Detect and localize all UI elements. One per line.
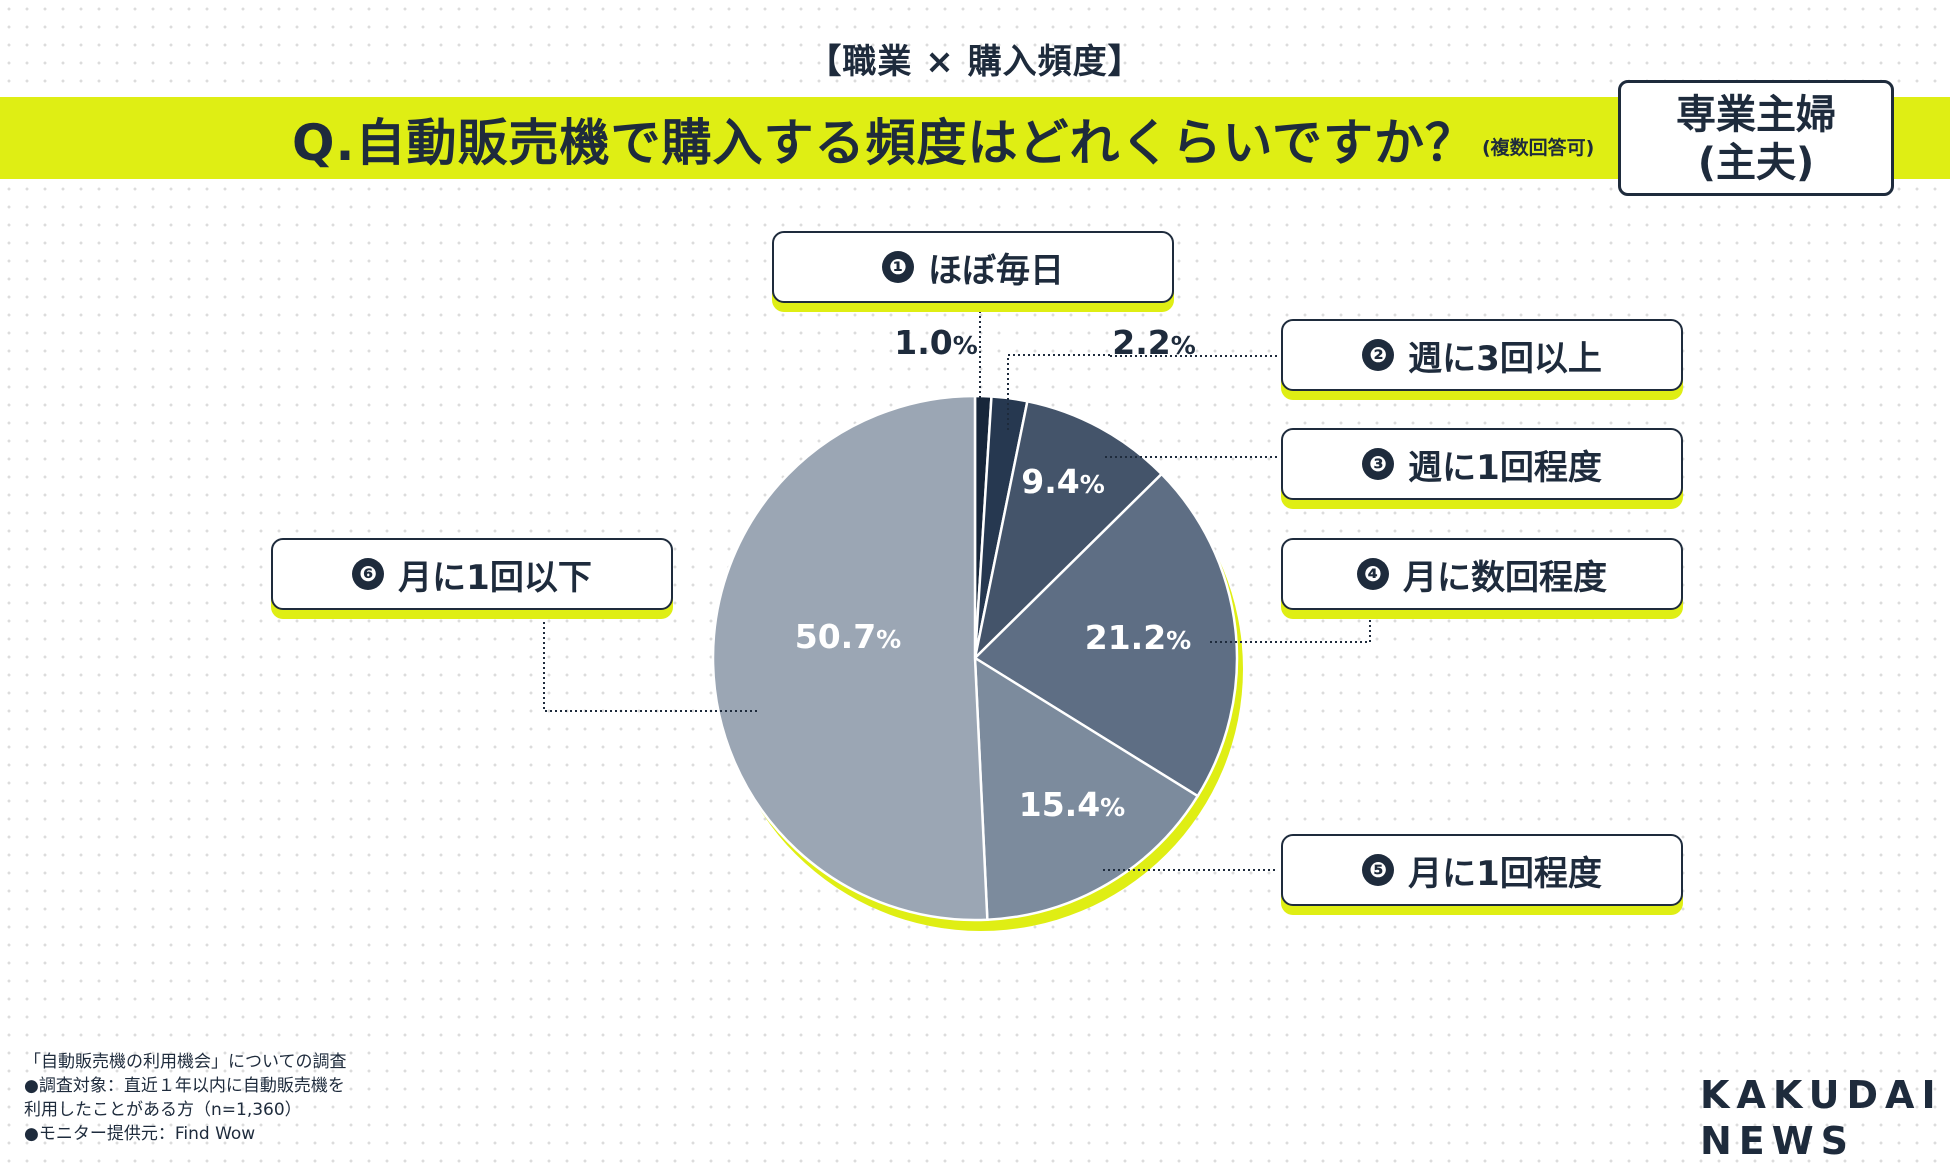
category-label-3-text: 週に1回程度 <box>1408 447 1602 488</box>
value-labels: 1.0% 2.2% 9.4% 21.2% 15.4% 50.7% <box>795 323 1196 824</box>
category-label-2-text: 週に3回以上 <box>1408 338 1602 379</box>
logo-line-1: KAKUDAI <box>1700 1073 1943 1117</box>
leader-line-2 <box>1007 354 1110 430</box>
value-label-5: 15.4% <box>1019 785 1125 824</box>
category-label-3: ❸ 週に1回程度 <box>1281 428 1683 500</box>
category-label-5: ❺ 月に1回程度 <box>1281 834 1683 906</box>
category-label-4-text: 月に数回程度 <box>1403 557 1607 598</box>
pie-slice-4 <box>972 472 1239 798</box>
leader-line-7 <box>543 617 760 712</box>
leader-lines <box>543 301 1371 871</box>
segment-badge: 専業主婦 (主夫) <box>1618 80 1894 196</box>
pie-slice-6 <box>711 394 989 922</box>
marker-5-icon: ❺ <box>1362 854 1395 886</box>
pie-slices <box>711 394 1239 922</box>
marker-1-icon: ❶ <box>882 251 914 283</box>
category-label-2: ❷ 週に3回以上 <box>1281 319 1683 391</box>
marker-2-icon: ❷ <box>1362 339 1395 371</box>
value-label-6: 50.7% <box>795 617 901 656</box>
logo-line-2: NEWS <box>1700 1119 1856 1163</box>
footnote-line-4: ●モニター提供元：Find Wow <box>24 1124 256 1144</box>
footnote-line-3: 利用したことがある方（n=1,360） <box>24 1100 302 1120</box>
footnote-line-2: ●調査対象：直近１年以内に自動販売機を <box>24 1076 345 1096</box>
footnote-line-1: 「自動販売機の利用機会」についての調査 <box>24 1052 347 1072</box>
category-label-5-text: 月に1回程度 <box>1408 853 1602 894</box>
category-label-6-text: 月に1回以下 <box>398 557 592 598</box>
category-label-6: ❻ 月に1回以下 <box>271 538 673 610</box>
segment-badge-line2: (主夫) <box>1697 140 1815 186</box>
survey-footnote: 「自動販売機の利用機会」についての調査 ●調査対象：直近１年以内に自動販売機を … <box>24 1050 347 1146</box>
marker-4-icon: ❹ <box>1357 558 1389 590</box>
marker-3-icon: ❸ <box>1362 448 1395 480</box>
question-title: Q.自動販売機で購入する頻度はどれくらいですか？ (複数回答可) <box>292 103 1594 175</box>
marker-6-icon: ❻ <box>352 558 385 590</box>
question-note: (複数回答可) <box>1482 136 1595 159</box>
pie-slice-5 <box>973 655 1200 922</box>
leader-line-5 <box>1208 615 1371 643</box>
value-label-4: 21.2% <box>1085 618 1191 657</box>
pie-slice-3 <box>972 399 1164 662</box>
chart-supertitle: 【職業 × 購入頻度】 <box>807 42 1143 82</box>
question-text: Q.自動販売機で購入する頻度はどれくらいですか？ <box>292 114 1476 172</box>
value-label-2: 2.2% <box>1112 323 1196 362</box>
value-label-3: 9.4% <box>1021 462 1105 501</box>
category-label-4: ❹ 月に数回程度 <box>1281 538 1683 610</box>
brand-logo: KAKUDAI NEWS <box>1700 1072 1943 1164</box>
category-label-1: ❶ ほぼ毎日 <box>772 231 1174 303</box>
segment-badge-line1: 専業主婦 <box>1676 92 1836 138</box>
value-label-1: 1.0% <box>894 323 978 362</box>
category-label-1-text: ほぼ毎日 <box>928 250 1064 291</box>
